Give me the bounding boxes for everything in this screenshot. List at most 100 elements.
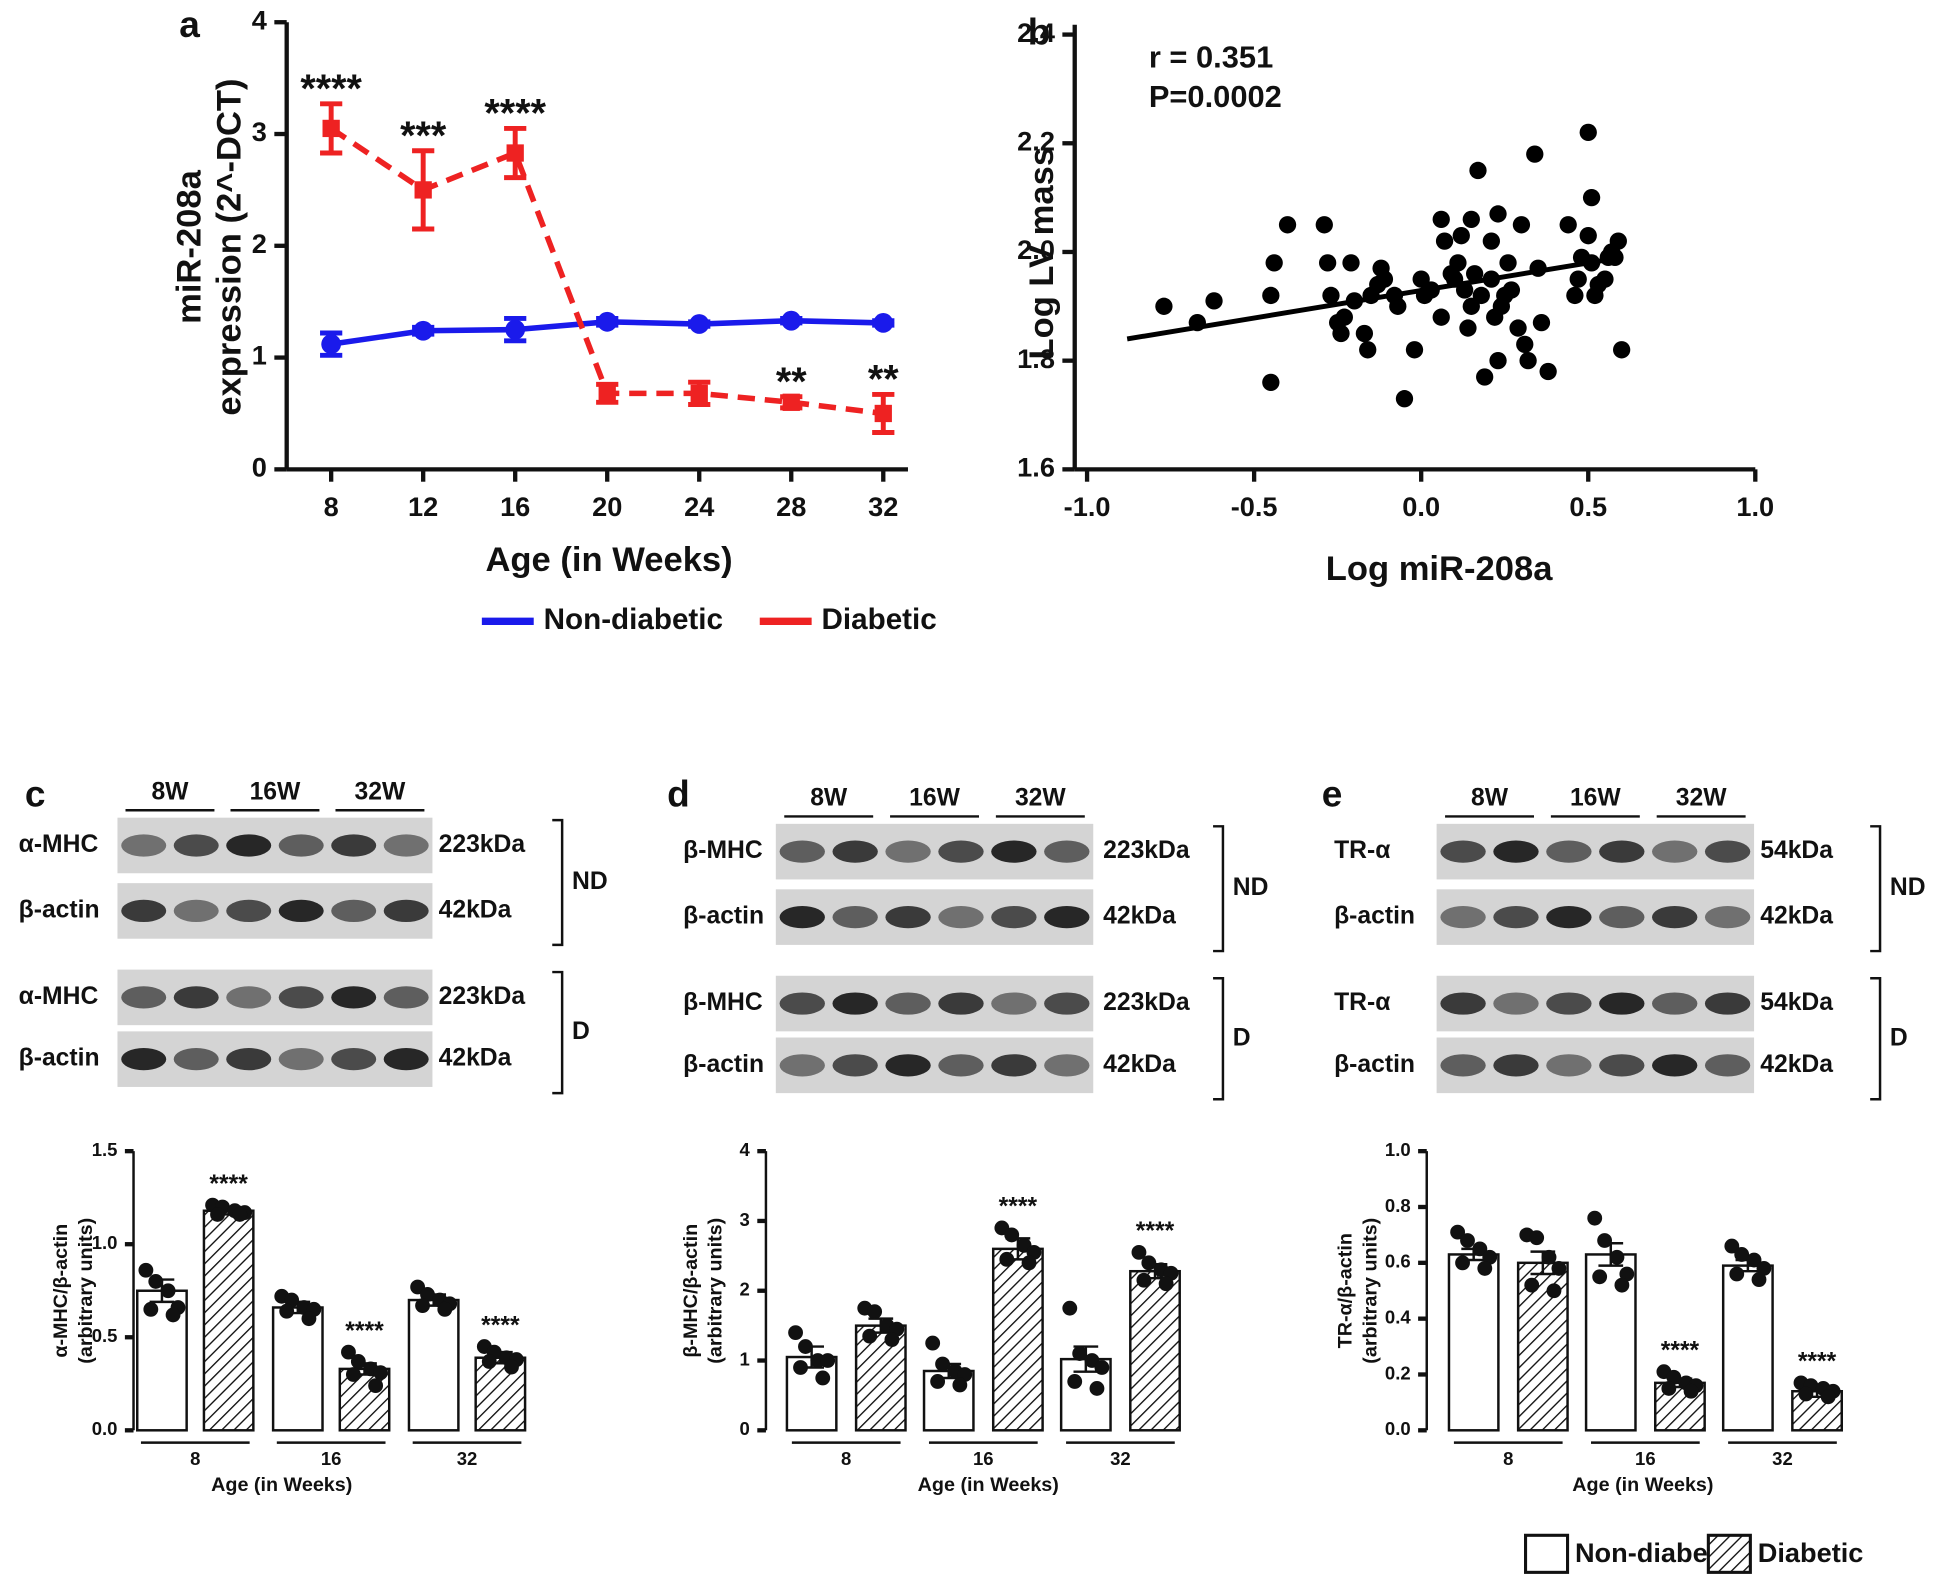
row-label: α-MHC <box>19 831 99 858</box>
blot-band <box>1704 905 1751 929</box>
y-tick-label: 1.5 <box>92 1139 118 1160</box>
point <box>952 1377 968 1393</box>
x-axis-title: Age (in Weeks) <box>918 1474 1059 1496</box>
blot-band <box>1546 992 1592 1015</box>
blot-band <box>278 834 324 857</box>
point <box>1067 1374 1083 1389</box>
point <box>279 1303 295 1319</box>
y-tick-label: 0.8 <box>1385 1195 1411 1216</box>
x-tick-label: -0.5 <box>1231 491 1278 522</box>
point <box>1541 1249 1557 1265</box>
blot-band <box>885 992 931 1015</box>
point <box>1551 1260 1567 1276</box>
point <box>1315 216 1333 234</box>
point <box>1375 270 1394 288</box>
point <box>1509 319 1527 337</box>
y-tick-label: 1.6 <box>1017 452 1055 483</box>
point <box>1342 254 1360 272</box>
point <box>504 1359 519 1375</box>
y-tick-label: 1.0 <box>92 1232 118 1253</box>
point <box>1526 145 1544 163</box>
panel-letter: d <box>667 772 690 814</box>
x-tick-label: 12 <box>408 491 438 522</box>
point <box>1062 1300 1078 1316</box>
point <box>143 1301 159 1317</box>
y-tick-label: 0.2 <box>1385 1362 1411 1383</box>
y-axis-title: expression (2^-DCT) <box>210 78 248 415</box>
point <box>1155 297 1173 315</box>
point <box>1482 1249 1498 1265</box>
y-tick-label: 3 <box>252 116 267 147</box>
point <box>1459 319 1477 337</box>
point <box>1021 1255 1037 1271</box>
blot-strip <box>1436 1037 1755 1094</box>
point <box>284 1292 300 1308</box>
x-tick-label: 8 <box>190 1448 200 1469</box>
x-axis-title: Age (in Weeks) <box>1572 1474 1713 1496</box>
point <box>1489 205 1507 223</box>
point <box>1614 1277 1630 1293</box>
point <box>1489 352 1507 370</box>
point <box>1432 210 1450 229</box>
blot-band <box>885 840 931 863</box>
point <box>1452 227 1470 245</box>
point <box>793 1360 808 1375</box>
group-label: ND <box>1233 874 1269 901</box>
blot-band <box>832 905 878 929</box>
point <box>368 1378 384 1394</box>
marker <box>874 404 892 423</box>
significance-label: **** <box>345 1318 384 1345</box>
x-tick-label: 32 <box>868 491 898 522</box>
blot-band <box>938 1054 984 1077</box>
marker <box>414 181 432 199</box>
point <box>1524 1277 1540 1293</box>
significance-label: **** <box>481 1312 520 1339</box>
x-tick-label: 20 <box>592 491 622 522</box>
point <box>1089 1381 1105 1396</box>
blot-band <box>1044 840 1090 863</box>
blot-band <box>1493 992 1539 1015</box>
blot-strip <box>775 889 1094 945</box>
blot-band <box>1493 840 1539 863</box>
point <box>788 1325 803 1341</box>
point <box>1432 308 1450 326</box>
blot-band <box>1440 1054 1486 1077</box>
y-axis-title: β-MHC/β-actin <box>680 1224 702 1358</box>
blot-band <box>331 986 377 1009</box>
size-label: 223kDa <box>439 983 526 1010</box>
blot-band <box>173 899 219 923</box>
point <box>884 1332 900 1347</box>
row-label: β-actin <box>683 1051 764 1078</box>
blot-band <box>1493 905 1539 929</box>
point <box>210 1207 225 1222</box>
bar <box>1516 1261 1569 1432</box>
point <box>1072 1346 1088 1361</box>
size-label: 42kDa <box>1103 1051 1176 1078</box>
point <box>1619 1266 1635 1282</box>
y-tick-label: 0 <box>252 452 267 483</box>
blot-band <box>832 992 878 1015</box>
marker <box>321 334 342 355</box>
lane-label: 32W <box>1015 785 1066 812</box>
blot-band <box>885 1054 931 1077</box>
blot-band <box>1440 840 1486 863</box>
blot-band <box>331 1048 377 1071</box>
blot-band <box>991 905 1037 929</box>
point <box>341 1344 356 1360</box>
point <box>1141 1255 1157 1271</box>
row-label: β-actin <box>19 1045 100 1072</box>
point <box>345 1367 361 1382</box>
point <box>1516 335 1534 354</box>
marker <box>690 384 708 402</box>
y-tick-label: 2 <box>740 1279 750 1300</box>
blot-strip <box>1436 975 1755 1032</box>
y-tick-label: 2 <box>252 228 267 259</box>
y-tick-label: 0 <box>740 1418 750 1439</box>
point <box>1460 1233 1475 1248</box>
panel-letter: c <box>25 772 46 814</box>
point <box>1405 341 1424 359</box>
y-tick-label: 1.8 <box>1017 343 1055 374</box>
point <box>1389 297 1407 315</box>
blot-band <box>173 986 219 1009</box>
point <box>999 1251 1015 1267</box>
